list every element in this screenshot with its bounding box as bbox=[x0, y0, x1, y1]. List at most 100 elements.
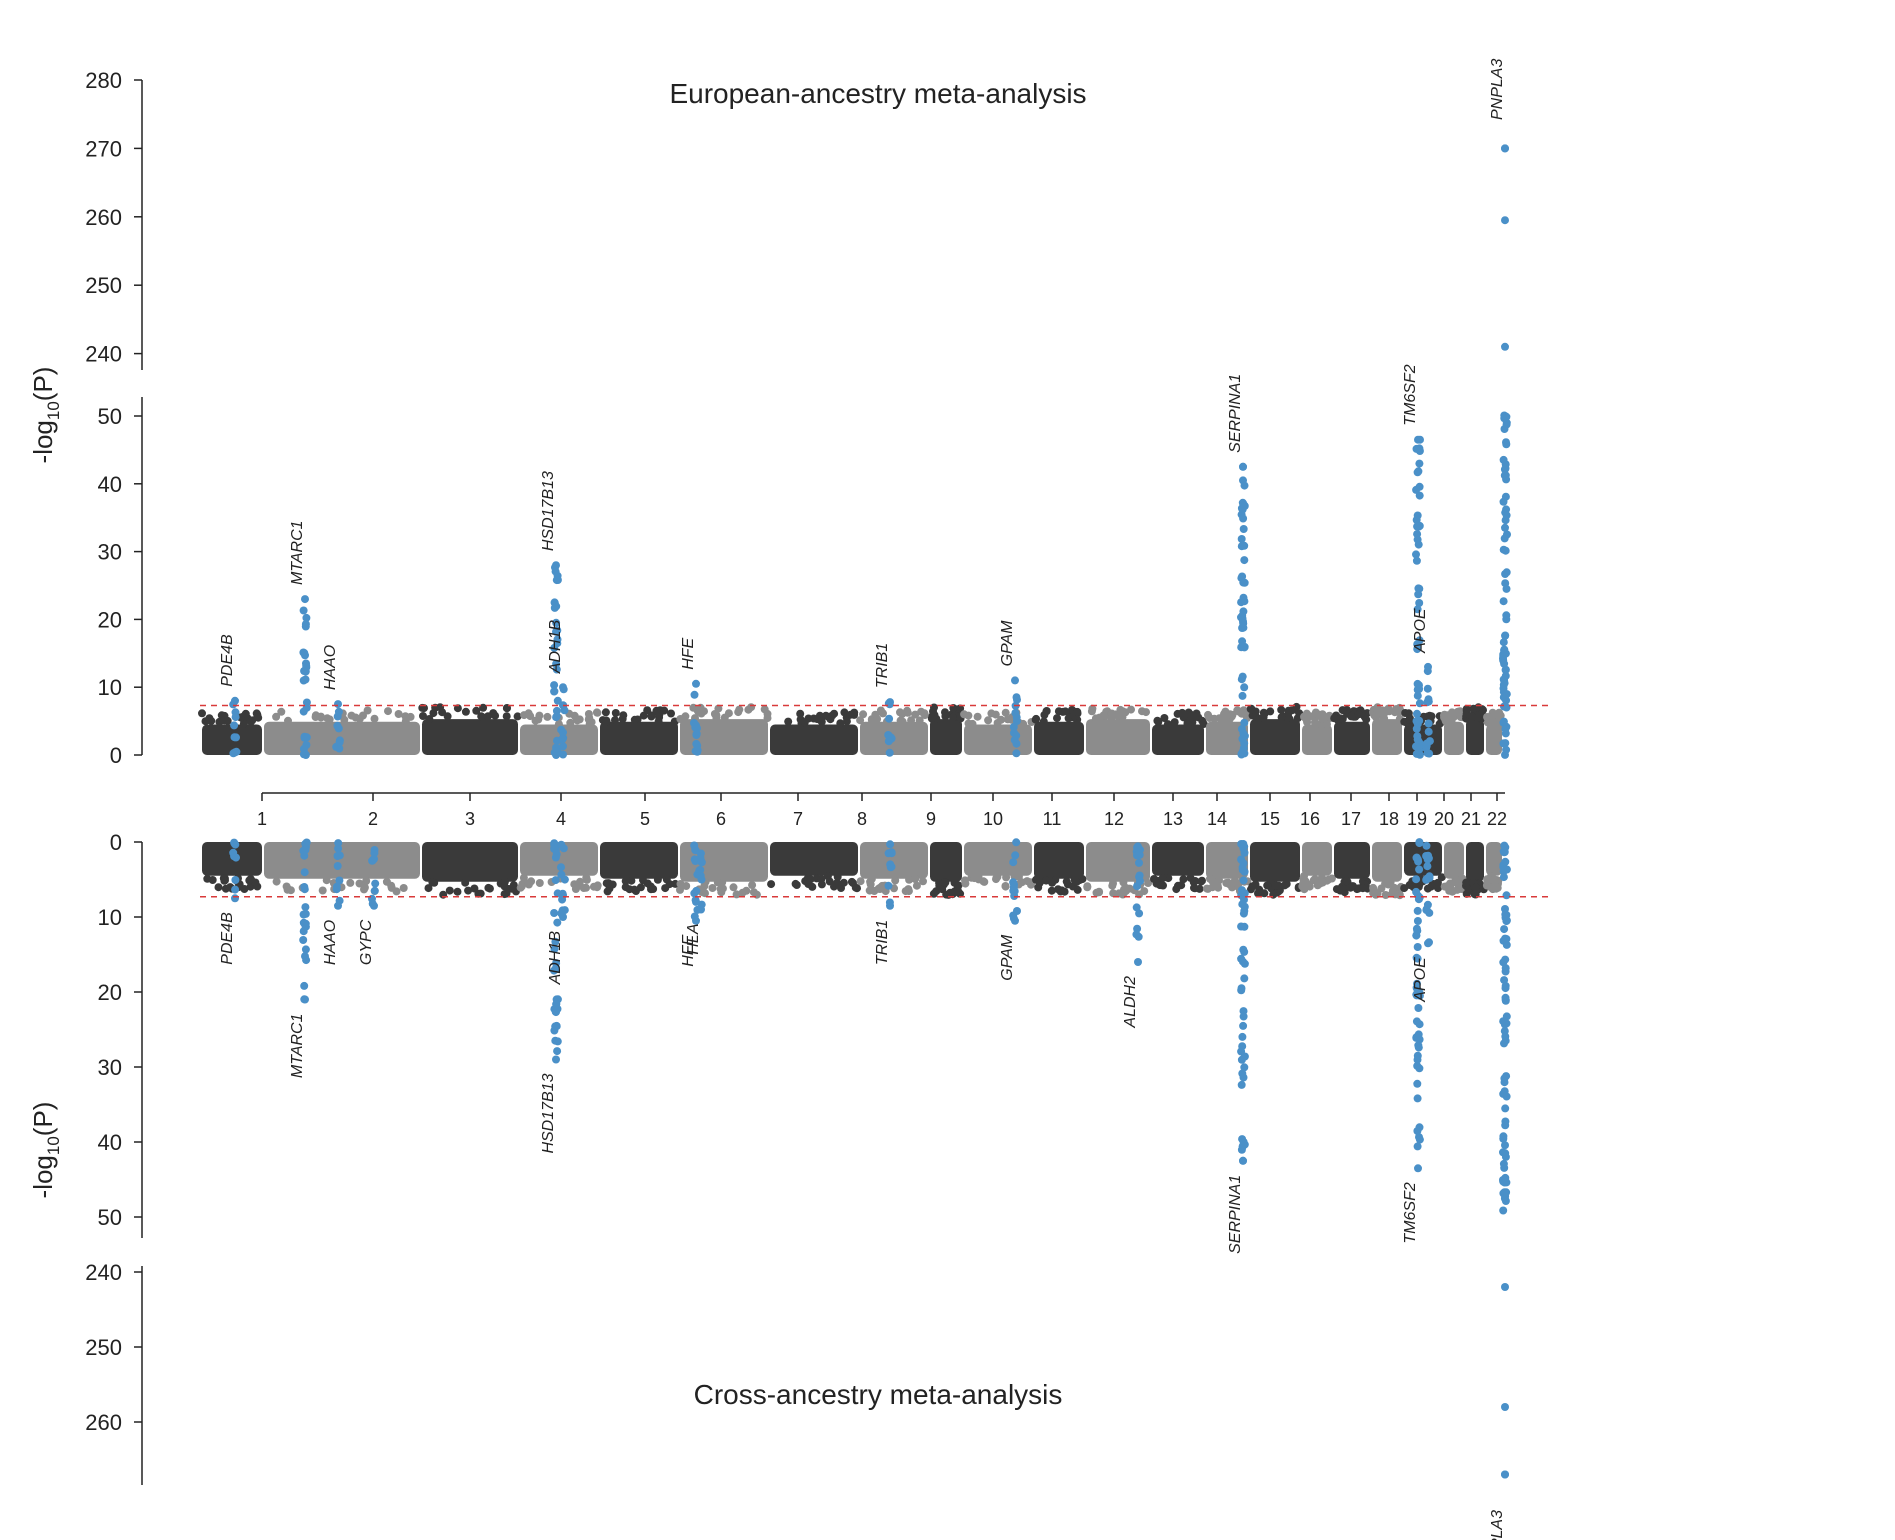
european-locus-point bbox=[1502, 511, 1511, 520]
cross-locus-point bbox=[1500, 1039, 1508, 1048]
cross-locus-point bbox=[1502, 917, 1511, 926]
cross-locus-point bbox=[1240, 947, 1249, 956]
cross-locus-point bbox=[886, 840, 895, 849]
cross-locus-point bbox=[1237, 984, 1246, 993]
cross-ancestry-panel-title: Cross-ancestry meta-analysis bbox=[694, 1379, 1063, 1410]
cross-locus-point bbox=[1499, 873, 1508, 882]
european-locus-point bbox=[299, 707, 308, 716]
cross-chrom-block bbox=[770, 842, 858, 876]
european-locus-point bbox=[1413, 709, 1421, 718]
european-locus-point bbox=[1415, 491, 1424, 500]
cross-locus-point bbox=[1135, 909, 1144, 918]
european-snp-point bbox=[873, 715, 882, 724]
cross-snp-point bbox=[282, 882, 291, 891]
cross-snp-point bbox=[676, 885, 684, 894]
european-snp-point bbox=[207, 716, 216, 725]
cross-locus-point bbox=[550, 844, 559, 853]
cross-lead-point bbox=[370, 901, 378, 910]
cross-locus-point bbox=[553, 1047, 562, 1056]
european-locus-point bbox=[1237, 510, 1246, 519]
european-locus-point bbox=[693, 746, 702, 755]
cross-snp-point bbox=[1190, 884, 1199, 893]
cross-serpina1-point bbox=[1239, 1141, 1247, 1150]
european-snp-point bbox=[1199, 720, 1208, 728]
european-snp-point bbox=[784, 717, 793, 726]
european-locus-point bbox=[1499, 497, 1508, 506]
european-snp-point bbox=[1184, 708, 1193, 717]
cross-chrom-block bbox=[964, 842, 1032, 876]
cross-snp-point bbox=[318, 886, 327, 895]
cross-locus-point bbox=[300, 868, 309, 877]
european-locus-point bbox=[1240, 578, 1249, 587]
cross-locus-point bbox=[1237, 922, 1246, 931]
cross-snp-point bbox=[582, 883, 590, 892]
cross-snp-point bbox=[464, 886, 473, 895]
european-locus-point bbox=[1499, 455, 1508, 464]
cross-locus-point bbox=[1499, 1206, 1508, 1215]
cross-upper-tick-label: 260 bbox=[85, 1410, 122, 1435]
cross-snp-point bbox=[1002, 873, 1011, 882]
european-locus-point bbox=[558, 735, 567, 744]
european-locus-point bbox=[1239, 525, 1248, 533]
european-locus-point bbox=[229, 749, 238, 758]
european-locus-point bbox=[301, 675, 310, 684]
cross-lower-tick-label: 30 bbox=[98, 1055, 122, 1080]
cross-locus-point bbox=[1501, 1173, 1510, 1182]
cross-snp-point bbox=[701, 889, 709, 898]
european-upper-tick-label: 250 bbox=[85, 273, 122, 298]
european-locus-point bbox=[552, 713, 561, 722]
european-upper-tick-label: 240 bbox=[85, 342, 122, 367]
cross-locus-point bbox=[301, 909, 310, 918]
cross-locus-point bbox=[551, 937, 560, 946]
cross-locus-point bbox=[1500, 925, 1509, 934]
cross-locus-point bbox=[333, 862, 342, 870]
european-gene-label: GPAM bbox=[999, 620, 1016, 667]
european-snp-point bbox=[763, 714, 772, 723]
cross-locus-point bbox=[1414, 1030, 1423, 1039]
european-locus-point bbox=[692, 739, 701, 748]
european-locus-point bbox=[1013, 695, 1021, 704]
european-locus-point bbox=[1499, 597, 1508, 606]
cross-snp-point bbox=[992, 875, 1000, 884]
cross-chrom-block bbox=[1250, 842, 1300, 882]
cross-snp-point bbox=[625, 885, 634, 894]
cross-lead-point bbox=[692, 916, 700, 925]
cross-snp-point bbox=[535, 879, 544, 887]
european-locus-point bbox=[884, 737, 893, 746]
european-snp-point bbox=[1323, 720, 1331, 729]
cross-locus-point bbox=[1240, 1063, 1249, 1072]
european-locus-point bbox=[335, 738, 344, 747]
european-snp-point bbox=[443, 712, 452, 721]
cross-locus-point bbox=[553, 918, 562, 927]
chromosome-label: 13 bbox=[1163, 809, 1183, 829]
european-locus-point bbox=[300, 667, 309, 675]
european-locus-point bbox=[1414, 540, 1423, 549]
european-snp-point bbox=[993, 719, 1002, 727]
cross-chrom-block bbox=[1404, 842, 1442, 876]
european-gene-label: ADH1B bbox=[547, 620, 564, 675]
european-lead-point bbox=[692, 679, 700, 688]
european-locus-point bbox=[1413, 605, 1422, 614]
cross-locus-point bbox=[370, 849, 379, 858]
european-snp-point bbox=[1088, 704, 1097, 713]
european-locus-point bbox=[1238, 691, 1247, 700]
european-snp-point bbox=[760, 705, 769, 714]
cross-snp-point bbox=[738, 888, 747, 897]
european-snp-point bbox=[1277, 713, 1286, 722]
cross-chrom-block bbox=[1486, 842, 1502, 876]
cross-locus-point bbox=[1413, 1079, 1422, 1088]
cross-gene-label: TRIB1 bbox=[874, 920, 891, 965]
european-snp-point bbox=[1440, 710, 1449, 719]
european-snp-point bbox=[1462, 704, 1471, 713]
cross-snp-point bbox=[484, 883, 493, 892]
european-snp-point bbox=[1473, 714, 1482, 722]
cross-locus-point bbox=[1237, 1055, 1246, 1064]
cross-snp-point bbox=[1309, 876, 1318, 885]
cross-snp-point bbox=[1035, 877, 1044, 886]
cross-snp-point bbox=[1023, 877, 1032, 886]
european-lead-point bbox=[559, 683, 567, 692]
cross-lead-point bbox=[1424, 939, 1432, 948]
european-locus-point bbox=[1502, 505, 1511, 514]
cross-chrom-block bbox=[930, 842, 962, 882]
cross-locus-point bbox=[1501, 1121, 1510, 1130]
